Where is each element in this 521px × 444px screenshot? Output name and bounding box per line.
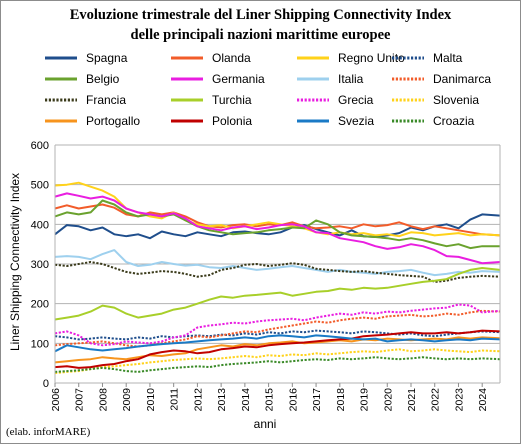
series-line-danimarca [54, 309, 501, 348]
legend-label: Germania [212, 71, 265, 86]
legend-label: Francia [86, 92, 127, 107]
y-tick-label: 500 [31, 180, 49, 192]
series-line-belgio [54, 199, 500, 250]
legend-item: Slovenia [391, 91, 479, 108]
legend-item: Grecia [296, 91, 373, 108]
x-tick-label: 2020 [382, 388, 394, 412]
x-tick-label: 2015 [264, 388, 276, 412]
x-tick-label: 2022 [430, 388, 442, 412]
legend-swatch [297, 119, 329, 122]
series-line-italia [54, 249, 501, 277]
legend-swatch [392, 77, 424, 80]
legend-swatch [171, 119, 203, 122]
legend-item: Portogallo [44, 112, 140, 129]
x-tick-label: 2010 [145, 388, 157, 412]
legend-label: Turchia [212, 92, 252, 107]
legend-swatch [297, 77, 329, 80]
legend-label: Danimarca [433, 71, 492, 86]
legend-label: Regno Unito [338, 50, 405, 65]
x-tick-label: 2009 [121, 388, 133, 412]
legend-label: Svezia [338, 113, 375, 128]
y-tick-label: 200 [31, 299, 49, 311]
x-tick-label: 2008 [97, 388, 109, 412]
series-line-svezia [54, 334, 501, 353]
x-tick-label: 2013 [216, 388, 228, 412]
series-line-croazia [54, 356, 501, 373]
legend-item: Danimarca [391, 70, 491, 87]
legend-label: Grecia [338, 92, 374, 107]
chart-subtitle: delle principali nazioni marittime europ… [130, 27, 391, 43]
legend-item: Polonia [170, 112, 252, 129]
y-tick-label: 400 [31, 219, 49, 231]
series-line-olanda [54, 203, 501, 237]
x-tick-label: 2007 [74, 388, 86, 412]
legend-swatch [392, 119, 424, 122]
x-tick-label: 2017 [311, 388, 323, 412]
legend-label: Olanda [212, 50, 251, 65]
series-lines [54, 181, 501, 375]
legend-swatch [297, 98, 329, 101]
legend-swatch [171, 98, 203, 101]
series-line-malta [54, 329, 501, 341]
x-tick-label: 2019 [359, 388, 371, 412]
legend-label: Slovenia [433, 92, 480, 107]
legend-swatch [297, 56, 329, 59]
chart-legend: Spagna Olanda Regno Unito Malta Belgio German… [44, 49, 514, 139]
series-line-germania [54, 192, 501, 265]
y-tick-label: 300 [31, 259, 49, 271]
legend-label: Malta [433, 50, 463, 65]
legend-swatch [45, 119, 77, 122]
x-tick-label: 2023 [453, 388, 465, 412]
x-axis-label: anni [254, 417, 277, 431]
legend-swatch [392, 98, 424, 101]
series-line-polonia [54, 329, 501, 369]
legend-item: Malta [391, 49, 462, 66]
legend-item: Turchia [170, 91, 252, 108]
legend-item: Regno Unito [296, 49, 405, 66]
legend-item: Croazia [391, 112, 474, 129]
y-tick-label: 600 [31, 140, 49, 152]
series-line-grecia [54, 303, 501, 347]
legend-item: Belgio [44, 70, 119, 87]
legend-swatch [45, 98, 77, 101]
legend-item: Francia [44, 91, 126, 108]
y-tick-label: 0 [43, 378, 49, 390]
y-tick-label: 100 [31, 338, 49, 350]
legend-label: Portogallo [86, 113, 141, 128]
chart-title: Evoluzione trimestrale del Liner Shippin… [69, 7, 452, 23]
legend-label: Belgio [86, 71, 120, 86]
grid-lines [55, 144, 500, 384]
legend-swatch [45, 56, 77, 59]
x-tick-label: 2016 [287, 388, 299, 412]
series-line-francia [54, 261, 501, 283]
x-tick-label: 2011 [169, 388, 181, 411]
series-line-slovenia [54, 348, 501, 375]
y-axis-label: Liner Shipping Connectivity Index [8, 173, 22, 351]
legend-swatch [171, 56, 203, 59]
legend-swatch [171, 77, 203, 80]
x-tick-label: 2018 [335, 388, 347, 412]
x-tick-label: 2021 [406, 388, 418, 412]
x-tick-label: 2012 [192, 388, 204, 412]
legend-item: Svezia [296, 112, 374, 129]
legend-item: Germania [170, 70, 265, 87]
source-credit: (elab. inforMARE) [6, 426, 91, 438]
legend-label: Croazia [433, 113, 475, 128]
legend-swatch [45, 77, 77, 80]
legend-label: Spagna [86, 50, 128, 65]
legend-item: Spagna [44, 49, 127, 66]
legend-label: Polonia [212, 113, 253, 128]
legend-label: Italia [338, 71, 364, 86]
legend-item: Olanda [170, 49, 251, 66]
legend-item: Italia [296, 70, 363, 87]
x-tick-label: 2006 [50, 388, 62, 412]
x-tick-label: 2024 [477, 388, 489, 412]
axes: 0 100 200 300 400 500 600 2006 2007 2008 2009 2010 2… [31, 140, 501, 412]
legend-swatch [392, 56, 424, 59]
series-line-spagna [54, 213, 501, 240]
series-line-turchia [54, 267, 501, 321]
x-tick-label: 2014 [240, 388, 252, 412]
